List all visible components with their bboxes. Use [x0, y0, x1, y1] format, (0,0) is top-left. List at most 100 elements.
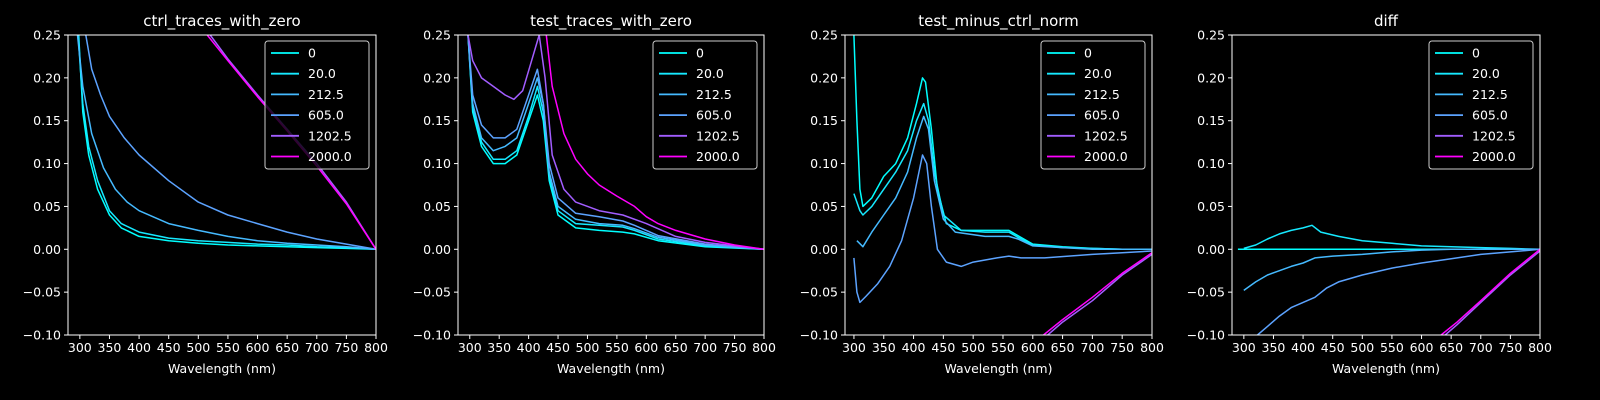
- y-tick-label: −0.10: [413, 328, 451, 343]
- plot-frame: [1231, 34, 1541, 336]
- x-tick-label: 800: [364, 340, 388, 355]
- x-axis-label: Wavelength (nm): [168, 361, 276, 376]
- x-tick-label: 650: [1439, 340, 1463, 355]
- y-tick-label: 0.15: [1197, 113, 1225, 128]
- x-tick-label: 750: [1498, 340, 1522, 355]
- plot-frame: [844, 34, 1153, 336]
- x-tick-label: 650: [664, 340, 688, 355]
- series-line-605-0: [467, 35, 764, 251]
- chart-title: diff: [1374, 12, 1399, 30]
- series-line-0: [853, 35, 1152, 251]
- series-line-0: [77, 35, 376, 251]
- y-tick-label: 0.10: [33, 156, 61, 171]
- legend-entry-label: 605.0: [308, 108, 344, 123]
- series-line-2000-0: [1043, 252, 1152, 335]
- legend-entry-label: 20.0: [1084, 66, 1112, 81]
- x-tick-label: 600: [246, 340, 270, 355]
- legend-entry-label: 212.5: [1084, 87, 1120, 102]
- x-tick-label: 400: [517, 340, 541, 355]
- series-line-2000-0: [545, 35, 764, 251]
- y-tick-label: −0.05: [23, 285, 61, 300]
- x-tick-label: 450: [1321, 340, 1345, 355]
- x-tick-label: 550: [991, 340, 1015, 355]
- series-line-212-5: [76, 35, 376, 251]
- y-tick-label: −0.05: [800, 285, 838, 300]
- x-tick-label: 350: [1262, 340, 1286, 355]
- legend-entry-label: 2000.0: [308, 149, 352, 164]
- x-tick-label: 350: [98, 340, 122, 355]
- x-tick-label: 650: [275, 340, 299, 355]
- x-tick-label: 750: [723, 340, 747, 355]
- x-tick-label: 450: [546, 340, 570, 355]
- legend-entry-label: 0: [1472, 46, 1480, 61]
- x-tick-label: 500: [186, 340, 210, 355]
- x-tick-label: 500: [1350, 340, 1374, 355]
- legend-entry-label: 605.0: [696, 108, 732, 123]
- series-line-212-5: [1243, 248, 1540, 292]
- y-tick-label: 0.20: [1197, 70, 1225, 85]
- x-tick-label: 700: [305, 340, 329, 355]
- y-tick-label: 0.00: [810, 242, 838, 257]
- x-tick-label: 600: [1410, 340, 1434, 355]
- y-tick-label: 0.20: [423, 70, 451, 85]
- y-tick-label: 0.05: [33, 199, 61, 214]
- x-tick-label: 550: [216, 340, 240, 355]
- y-tick-label: −0.10: [800, 328, 838, 343]
- y-tick-label: 0.20: [33, 70, 61, 85]
- x-tick-label: 750: [334, 340, 358, 355]
- x-tick-label: 450: [931, 340, 955, 355]
- legend-entry-label: 0: [696, 46, 704, 61]
- series-line-1202-5: [467, 35, 764, 251]
- x-tick-label: 350: [872, 340, 896, 355]
- legend-entry-label: 20.0: [696, 66, 724, 81]
- series-line-20-0: [77, 35, 376, 251]
- series-line-1202-5: [1047, 253, 1152, 335]
- chart-panel-3: 300 350 400 450 500 550 600 650 700 750 800 −0.10 −0…: [800, 12, 1164, 376]
- x-tick-label: 300: [68, 340, 92, 355]
- x-tick-label: 300: [458, 340, 482, 355]
- legend-entry-label: 20.0: [308, 66, 336, 81]
- x-tick-label: 800: [1140, 340, 1164, 355]
- y-tick-label: 0.15: [33, 113, 61, 128]
- y-tick-label: 0.20: [810, 70, 838, 85]
- legend-entry-label: 1202.5: [696, 128, 740, 143]
- legend-entry-label: 605.0: [1472, 108, 1508, 123]
- legend-entry-label: 212.5: [696, 87, 732, 102]
- y-tick-label: −0.05: [1187, 285, 1225, 300]
- x-tick-label: 800: [1528, 340, 1552, 355]
- legend: 0 20.0 212.5 605.0 1202.5 2000.0: [1040, 40, 1146, 170]
- y-tick-label: 0.25: [423, 28, 451, 43]
- legend-entry-label: 212.5: [1472, 87, 1508, 102]
- series-group: [853, 35, 1152, 335]
- y-tick-label: 0.00: [33, 242, 61, 257]
- x-tick-label: 700: [693, 340, 717, 355]
- x-tick-label: 500: [961, 340, 985, 355]
- y-tick-label: 0.00: [1197, 242, 1225, 257]
- y-tick-label: 0.25: [33, 28, 61, 43]
- series-group: [1237, 224, 1540, 335]
- x-tick-label: 700: [1080, 340, 1104, 355]
- y-tick-label: 0.25: [810, 28, 838, 43]
- series-line-20-0: [1243, 224, 1540, 251]
- y-tick-label: 0.05: [1197, 199, 1225, 214]
- plot-frame: [457, 34, 765, 336]
- y-tick-label: −0.10: [1187, 328, 1225, 343]
- series-line-212-5: [856, 115, 1152, 251]
- x-tick-label: 500: [576, 340, 600, 355]
- legend-entry-label: 2000.0: [1084, 149, 1128, 164]
- x-tick-label: 350: [487, 340, 511, 355]
- y-tick-label: 0.10: [1197, 156, 1225, 171]
- series-group: [467, 35, 764, 251]
- y-tick-label: 0.25: [1197, 28, 1225, 43]
- y-tick-label: 0.10: [423, 156, 451, 171]
- legend-entry-label: 2000.0: [1472, 149, 1516, 164]
- x-tick-label: 800: [752, 340, 776, 355]
- y-tick-label: 0.15: [810, 113, 838, 128]
- series-line-1202-5: [1444, 250, 1540, 335]
- chart-panel-2: 300 350 400 450 500 550 600 650 700 750 800 −0.10 −0…: [413, 12, 776, 376]
- y-tick-label: 0.00: [423, 242, 451, 257]
- legend-entry-label: 1202.5: [1084, 128, 1128, 143]
- x-axis-label: Wavelength (nm): [557, 361, 665, 376]
- chart-panel-1: 300 350 400 450 500 550 600 650 700 750 800 −0.10 −0…: [23, 12, 388, 376]
